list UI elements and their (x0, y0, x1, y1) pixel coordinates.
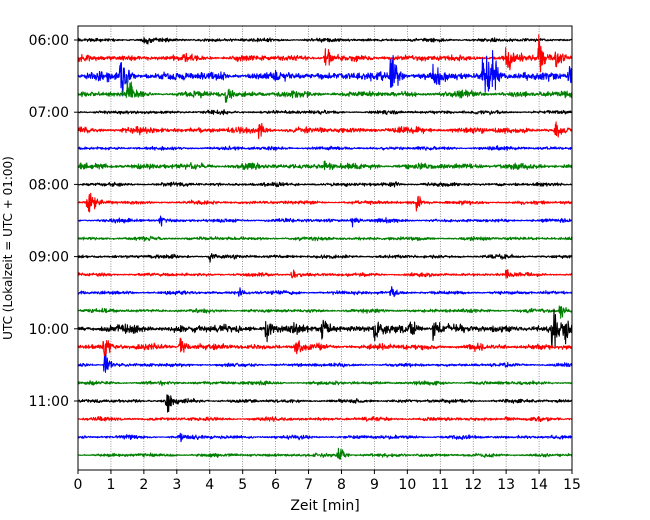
x-tick-label: 0 (74, 477, 83, 493)
trace-row-1015 (77, 337, 573, 363)
trace-row-1130 (77, 432, 573, 443)
y-axis-label: UTC (Lokalzeit = UTC + 01:00) (1, 156, 15, 340)
x-tick-label: 6 (271, 477, 280, 493)
plot-frame (77, 25, 573, 471)
x-tick-label: 13 (497, 477, 515, 493)
trace-row-0845 (77, 235, 573, 242)
trace-row-0700 (77, 109, 573, 116)
y-tick-label: 09:00 (29, 250, 69, 266)
trace-row-0815 (77, 192, 573, 213)
x-tick-label: 7 (304, 477, 313, 493)
x-tick-label: 15 (563, 477, 581, 493)
trace-row-0615 (77, 34, 573, 73)
trace-row-1100 (77, 394, 573, 413)
trace-row-0930 (77, 286, 573, 298)
trace-row-1000 (77, 308, 573, 349)
trace-row-1115 (77, 415, 573, 423)
trace-row-0830 (77, 215, 573, 228)
trace-row-0600 (77, 37, 573, 45)
trace-row-0730 (77, 145, 573, 151)
trace-row-1030 (77, 353, 573, 373)
trace-row-0800 (77, 181, 573, 188)
y-axis-ticks: 06:00 07:00 08:00 09:00 10:00 11:00 (29, 33, 78, 410)
x-tick-label: 9 (370, 477, 379, 493)
trace-row-0630 (77, 50, 573, 97)
trace-row-0945 (77, 305, 573, 319)
trace-row-1145 (77, 447, 573, 460)
x-tick-label: 14 (530, 477, 548, 493)
grid-lines (77, 26, 573, 470)
trace-row-0900 (77, 253, 573, 263)
y-tick-label: 08:00 (29, 177, 69, 193)
x-tick-label: 5 (238, 477, 247, 493)
trace-row-0915 (77, 268, 573, 279)
x-tick-label: 12 (464, 477, 482, 493)
trace-row-0715 (77, 121, 573, 140)
x-tick-label: 1 (106, 477, 115, 493)
trace-rows (77, 34, 573, 460)
y-tick-label: 11:00 (29, 394, 69, 410)
x-tick-label: 2 (139, 477, 148, 493)
y-tick-label: 10:00 (29, 322, 69, 338)
x-tick-label: 8 (337, 477, 346, 493)
y-tick-label: 06:00 (29, 33, 69, 49)
trace-row-0645 (77, 75, 573, 103)
x-axis-ticks: 0 1 2 3 4 5 6 7 8 9 10 11 12 13 14 15 (74, 470, 581, 493)
x-tick-label: 3 (172, 477, 181, 493)
x-axis-label: Zeit [min] (290, 498, 359, 514)
y-tick-label: 07:00 (29, 105, 69, 121)
trace-row-0745 (77, 160, 573, 171)
x-tick-label: 4 (205, 477, 214, 493)
trace-row-1045 (77, 380, 573, 387)
x-tick-label: 10 (398, 477, 416, 493)
x-tick-label: 11 (431, 477, 449, 493)
